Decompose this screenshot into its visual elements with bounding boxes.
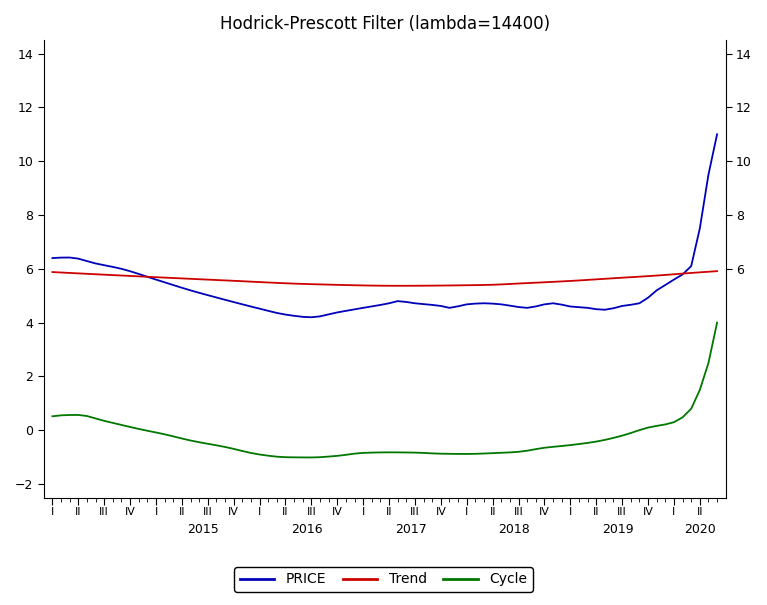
Title: Hodrick-Prescott Filter (lambda=14400): Hodrick-Prescott Filter (lambda=14400) xyxy=(219,15,550,33)
Legend: PRICE, Trend, Cycle: PRICE, Trend, Cycle xyxy=(234,567,533,592)
